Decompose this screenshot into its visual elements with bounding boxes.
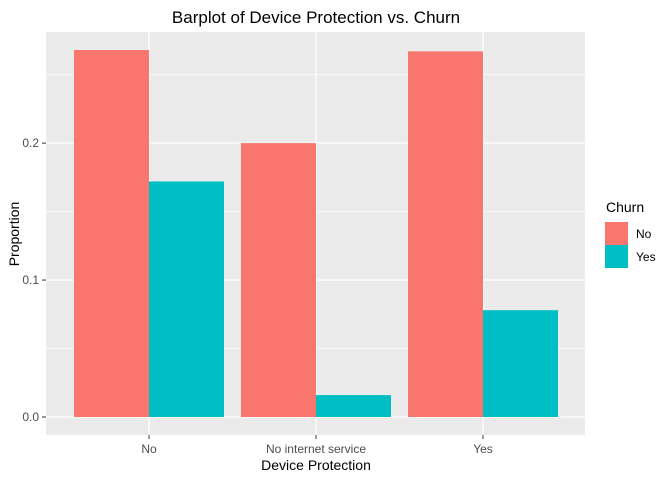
legend-key-yes [605,245,628,268]
legend-key-no [605,222,628,245]
x-tick-label: No [141,442,157,456]
y-tick-label: 0.0 [22,410,39,424]
legend-label-yes: Yes [636,250,656,264]
y-axis-title: Proportion [6,202,22,267]
bar-no-internet-service-yes [316,395,391,417]
x-tick-label: Yes [473,442,493,456]
x-ticks: No No internet service Yes [141,435,493,456]
bar-yes-no [408,51,483,417]
y-ticks: 0.0 0.1 0.2 [22,136,46,424]
legend-title: Churn [606,199,644,215]
bars [74,50,558,418]
legend: Churn No Yes [605,199,656,268]
y-tick-label: 0.2 [22,136,39,150]
chart-title: Barplot of Device Protection vs. Churn [172,8,460,27]
x-tick-label: No internet service [266,442,366,456]
legend-label-no: No [636,227,652,241]
bar-no-no [74,50,149,417]
bar-no-internet-service-no [241,143,316,418]
x-axis-title: Device Protection [261,457,371,473]
bar-no-yes [149,181,224,417]
y-tick-label: 0.1 [22,273,39,287]
bar-yes-yes [483,310,558,417]
